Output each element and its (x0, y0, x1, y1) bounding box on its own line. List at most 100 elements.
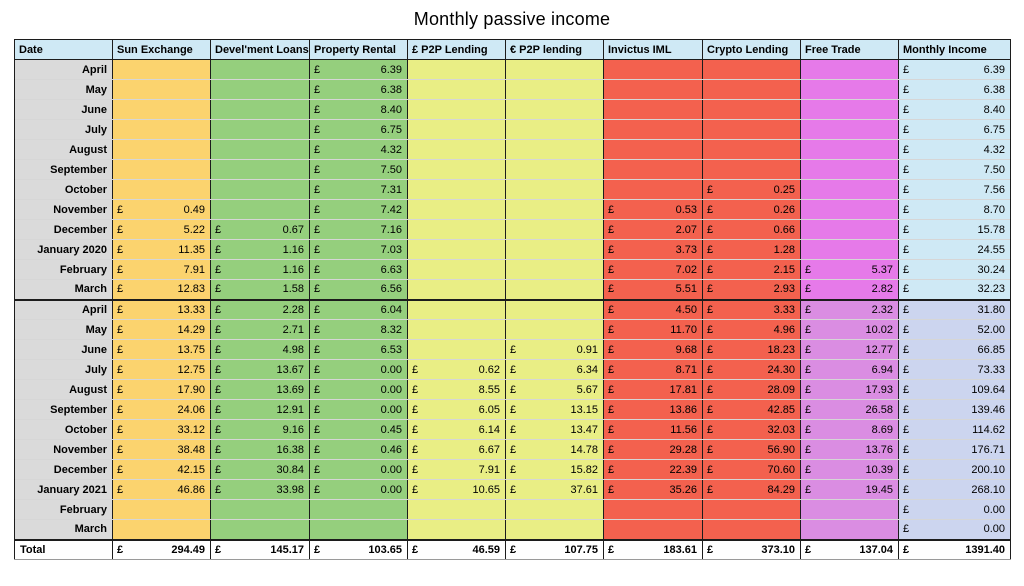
value-cell[interactable]: £14.29 (112, 319, 211, 340)
value-cell[interactable] (505, 519, 604, 540)
value-cell[interactable]: £7.42 (309, 199, 408, 220)
value-cell[interactable] (112, 139, 211, 160)
value-cell[interactable] (505, 279, 604, 300)
value-cell[interactable] (210, 179, 310, 200)
column-header-monthly-income[interactable]: Monthly Income (898, 39, 1011, 60)
value-cell[interactable] (702, 139, 801, 160)
column-header-crypto-lending[interactable]: Crypto Lending (702, 39, 801, 60)
value-cell[interactable]: £8.40 (309, 99, 408, 120)
value-cell[interactable] (800, 519, 899, 540)
value-cell[interactable] (603, 179, 703, 200)
row-date-cell[interactable]: June (14, 99, 113, 120)
monthly-income-cell[interactable]: £6.75 (898, 119, 1011, 140)
value-cell[interactable]: £9.68 (603, 339, 703, 360)
value-cell[interactable]: £6.39 (309, 59, 408, 80)
value-cell[interactable]: £0.00 (309, 379, 408, 400)
value-cell[interactable]: £42.85 (702, 399, 801, 420)
value-cell[interactable] (800, 499, 899, 520)
value-cell[interactable] (505, 199, 604, 220)
monthly-income-cell[interactable]: £0.00 (898, 519, 1011, 540)
value-cell[interactable]: £15.82 (505, 459, 604, 480)
monthly-income-cell[interactable]: £73.33 (898, 359, 1011, 380)
value-cell[interactable]: £10.02 (800, 319, 899, 340)
value-cell[interactable]: £12.75 (112, 359, 211, 380)
value-cell[interactable]: £1.28 (702, 239, 801, 260)
value-cell[interactable] (603, 119, 703, 140)
value-cell[interactable]: £10.65 (407, 479, 506, 500)
row-date-cell[interactable]: April (14, 59, 113, 80)
row-date-cell[interactable]: March (14, 279, 113, 300)
value-cell[interactable] (210, 59, 310, 80)
value-cell[interactable] (210, 199, 310, 220)
column-header-invictus-iml[interactable]: Invictus IML (603, 39, 703, 60)
row-date-cell[interactable]: July (14, 359, 113, 380)
value-cell[interactable]: £7.31 (309, 179, 408, 200)
value-cell[interactable]: £12.91 (210, 399, 310, 420)
value-cell[interactable] (112, 499, 211, 520)
value-cell[interactable]: £7.50 (309, 159, 408, 180)
value-cell[interactable] (603, 499, 703, 520)
monthly-income-cell[interactable]: £8.40 (898, 99, 1011, 120)
value-cell[interactable] (702, 79, 801, 100)
value-cell[interactable]: £24.06 (112, 399, 211, 420)
value-cell[interactable]: £3.73 (603, 239, 703, 260)
total-monthly-income-cell[interactable]: £1391.40 (898, 538, 1011, 560)
value-cell[interactable] (407, 499, 506, 520)
value-cell[interactable] (505, 219, 604, 240)
column-header-date[interactable]: Date (14, 39, 113, 60)
value-cell[interactable]: £2.93 (702, 279, 801, 300)
value-cell[interactable]: £17.90 (112, 379, 211, 400)
value-cell[interactable]: £14.78 (505, 439, 604, 460)
value-cell[interactable] (800, 179, 899, 200)
value-cell[interactable]: £6.04 (309, 298, 408, 320)
value-cell[interactable] (505, 59, 604, 80)
row-date-cell[interactable]: October (14, 419, 113, 440)
value-cell[interactable]: £0.00 (309, 359, 408, 380)
value-cell[interactable] (407, 319, 506, 340)
value-cell[interactable] (800, 239, 899, 260)
monthly-income-cell[interactable]: £0.00 (898, 499, 1011, 520)
value-cell[interactable]: £13.86 (603, 399, 703, 420)
value-cell[interactable] (407, 199, 506, 220)
value-cell[interactable]: £0.00 (309, 479, 408, 500)
total-value-cell[interactable]: £294.49 (112, 538, 211, 560)
row-date-cell[interactable]: July (14, 119, 113, 140)
value-cell[interactable] (603, 519, 703, 540)
value-cell[interactable]: £33.98 (210, 479, 310, 500)
value-cell[interactable]: £7.03 (309, 239, 408, 260)
value-cell[interactable]: £38.48 (112, 439, 211, 460)
value-cell[interactable]: £0.91 (505, 339, 604, 360)
value-cell[interactable]: £26.58 (800, 399, 899, 420)
value-cell[interactable] (210, 519, 310, 540)
value-cell[interactable]: £7.16 (309, 219, 408, 240)
value-cell[interactable]: £6.75 (309, 119, 408, 140)
value-cell[interactable] (800, 139, 899, 160)
row-date-cell[interactable]: May (14, 79, 113, 100)
value-cell[interactable]: £2.82 (800, 279, 899, 300)
value-cell[interactable]: £1.58 (210, 279, 310, 300)
value-cell[interactable] (800, 99, 899, 120)
value-cell[interactable]: £5.37 (800, 259, 899, 280)
value-cell[interactable] (407, 219, 506, 240)
row-date-cell[interactable]: June (14, 339, 113, 360)
row-date-cell[interactable]: February (14, 259, 113, 280)
value-cell[interactable]: £6.67 (407, 439, 506, 460)
row-date-cell[interactable]: September (14, 159, 113, 180)
value-cell[interactable] (407, 339, 506, 360)
total-value-cell[interactable]: £183.61 (603, 538, 703, 560)
value-cell[interactable]: £30.84 (210, 459, 310, 480)
value-cell[interactable] (702, 499, 801, 520)
value-cell[interactable]: £8.32 (309, 319, 408, 340)
value-cell[interactable] (407, 59, 506, 80)
row-date-cell[interactable]: December (14, 459, 113, 480)
value-cell[interactable] (112, 59, 211, 80)
value-cell[interactable]: £13.47 (505, 419, 604, 440)
value-cell[interactable]: £6.53 (309, 339, 408, 360)
value-cell[interactable]: £28.09 (702, 379, 801, 400)
monthly-income-cell[interactable]: £6.39 (898, 59, 1011, 80)
value-cell[interactable]: £7.02 (603, 259, 703, 280)
value-cell[interactable]: £6.34 (505, 359, 604, 380)
row-date-cell[interactable]: September (14, 399, 113, 420)
value-cell[interactable]: £13.75 (112, 339, 211, 360)
monthly-income-cell[interactable]: £15.78 (898, 219, 1011, 240)
